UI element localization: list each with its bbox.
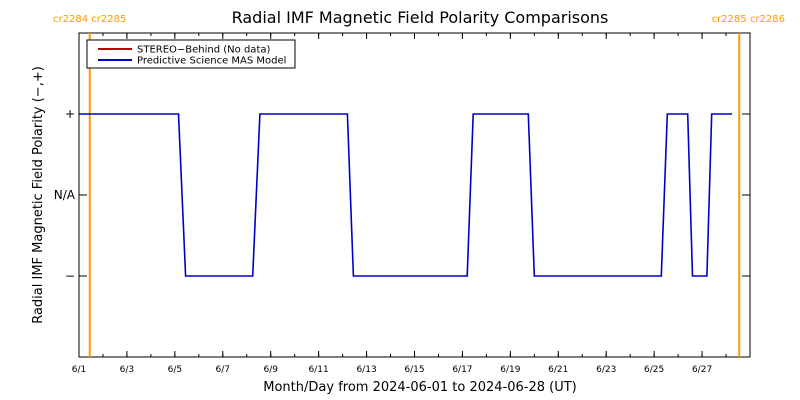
x-tick-label: 6/21: [548, 365, 568, 375]
x-tick-label: 6/23: [596, 365, 616, 375]
y-axis-label: Radial IMF Magnetic Field Polarity (−,+): [31, 66, 46, 324]
series-line-mas-model: [79, 113, 732, 277]
carrington-label: cr2285 cr2286: [712, 14, 785, 25]
x-tick-label: 6/9: [263, 365, 278, 375]
y-axis-ticks: + N/A −: [54, 107, 750, 283]
series-group: [79, 113, 732, 277]
legend-box: [86, 39, 296, 69]
x-axis-label: Month/Day from 2024-06-01 to 2024-06-28 …: [263, 380, 576, 395]
carrington-label-right: cr2286: [750, 14, 785, 25]
x-tick-label: 6/13: [356, 365, 376, 375]
x-tick-label: 6/27: [692, 365, 712, 375]
carrington-markers: [88, 33, 741, 357]
chart-title: Radial IMF Magnetic Field Polarity Compa…: [232, 8, 609, 27]
y-tick-label: −: [65, 269, 75, 283]
legend-entry-label: STEREO−Behind (No data): [137, 45, 270, 56]
carrington-label-left: cr2285: [712, 14, 747, 25]
carrington-rotation-labels: cr2284 cr2285 cr2285 cr2286: [53, 14, 785, 25]
x-tick-label: 6/11: [309, 365, 329, 375]
legend: STEREO−Behind (No data)Predictive Scienc…: [86, 39, 296, 69]
x-tick-label: 6/1: [72, 365, 86, 375]
x-tick-label: 6/17: [452, 365, 472, 375]
carrington-label: cr2284 cr2285: [53, 14, 126, 25]
x-tick-label: 6/5: [168, 365, 182, 375]
x-tick-label: 6/25: [644, 365, 664, 375]
x-tick-label: 6/15: [404, 365, 424, 375]
plot-frame: [78, 32, 751, 358]
x-tick-label: 6/7: [216, 365, 230, 375]
y-tick-label: N/A: [54, 188, 76, 202]
x-tick-label: 6/19: [500, 365, 520, 375]
legend-entry-label: Predictive Science MAS Model: [137, 56, 286, 67]
y-tick-label: +: [65, 107, 75, 121]
carrington-label-left: cr2284: [53, 14, 88, 25]
carrington-label-right: cr2285: [91, 14, 126, 25]
x-axis-ticks: 6/1 6/3 6/5 6/7 6/9 6/11 6/13 6/15 6/17 6/19 6/21 6…: [72, 33, 751, 375]
x-tick-label: 6/3: [120, 365, 134, 375]
